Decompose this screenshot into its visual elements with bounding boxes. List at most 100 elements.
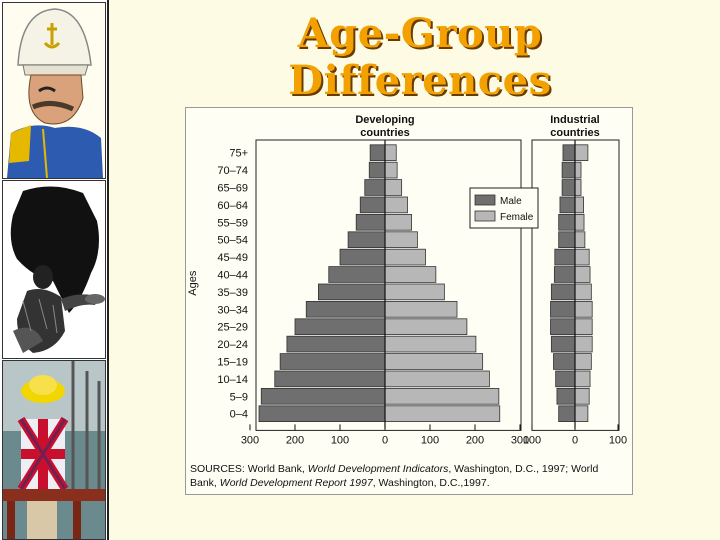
x-tick-label: 100 xyxy=(331,434,349,446)
bar-female xyxy=(384,405,501,422)
bar-male xyxy=(553,353,576,370)
legend-label: Female xyxy=(500,212,534,223)
age-tick-label: 70–74 xyxy=(217,165,248,177)
bar-male xyxy=(260,387,386,405)
age-tick-label: 75+ xyxy=(229,148,248,160)
bar-female xyxy=(384,196,408,214)
bar-male xyxy=(561,179,576,196)
age-tick-label: 20–24 xyxy=(217,339,248,351)
africa-figure-icon xyxy=(10,186,105,353)
sources-title-2: World Development Report 1997 xyxy=(219,477,373,489)
bar-female xyxy=(574,387,590,405)
bar-male xyxy=(558,405,576,422)
bar-female xyxy=(384,335,477,353)
panel-title: countries xyxy=(360,127,410,139)
population-pyramid-chart: Ages 0–4 5–9 10–14 15–19 20–24 25–29 30–34 35–39… xyxy=(185,107,633,495)
bar-male xyxy=(555,370,576,388)
bar-female xyxy=(384,214,412,231)
age-tick-label: 45–49 xyxy=(217,252,248,264)
bar-female xyxy=(384,370,490,388)
bar-male xyxy=(328,266,386,283)
x-tick-label: 200 xyxy=(466,434,484,446)
bar-male xyxy=(347,231,386,249)
bar-male xyxy=(279,353,386,370)
age-tick-label: 25–29 xyxy=(217,322,248,334)
photo-strip xyxy=(0,0,109,540)
bar-male xyxy=(359,196,386,214)
slide-title: Age-Group Differences xyxy=(288,10,552,104)
bar-male xyxy=(364,179,386,196)
age-tick-label: 65–69 xyxy=(217,183,248,195)
bar-female xyxy=(574,283,592,301)
bar-male xyxy=(368,161,386,179)
bar-male xyxy=(294,318,386,336)
bar-female xyxy=(574,370,591,388)
sources-suffix: , Washington, D.C.,1997. xyxy=(372,477,490,489)
bar-male xyxy=(317,283,386,301)
bar-female xyxy=(384,387,500,405)
bar-female xyxy=(384,161,398,179)
y-axis-label: Ages xyxy=(187,270,199,296)
age-tick-label: 50–54 xyxy=(217,235,248,247)
age-tick-label: 15–19 xyxy=(217,357,248,369)
bar-male xyxy=(556,387,576,405)
africa-figure-image xyxy=(2,180,106,359)
sources-prefix: SOURCES: World Bank, xyxy=(190,463,308,475)
x-tick-label: 100 xyxy=(421,434,439,446)
sources-note: SOURCES: World Bank, World Development I… xyxy=(190,462,626,490)
bar-male xyxy=(305,300,386,318)
bar-male xyxy=(550,283,576,301)
bar-male xyxy=(553,266,576,283)
x-tick-label: 0 xyxy=(572,434,578,446)
bar-male xyxy=(369,144,386,161)
bar-female xyxy=(574,353,592,370)
pyramid-svg: Ages 0–4 5–9 10–14 15–19 20–24 25–29 30–34 35–39… xyxy=(187,114,627,446)
sources-middle: , Washington, D.C., 1997; World Bank, xyxy=(190,463,599,489)
sources-title-1: World Development Indicators xyxy=(307,463,449,475)
bar-female xyxy=(574,144,589,161)
bar-male xyxy=(274,370,386,388)
x-tick-label: 200 xyxy=(286,434,304,446)
bar-female xyxy=(384,353,484,370)
bar-female xyxy=(574,248,590,266)
bar-female xyxy=(384,179,403,196)
bar-female xyxy=(574,318,593,336)
panel-frame-0 xyxy=(255,139,522,431)
bar-female xyxy=(574,214,585,231)
bar-female xyxy=(384,318,468,336)
age-tick-label: 10–14 xyxy=(217,374,248,386)
bar-male xyxy=(550,335,576,353)
age-tick-label: 0–4 xyxy=(230,409,248,421)
child-union-jack-image xyxy=(2,360,106,540)
bar-female xyxy=(574,161,582,179)
age-tick-label: 60–64 xyxy=(217,200,248,212)
age-tick-label: 5–9 xyxy=(230,391,248,403)
bar-female xyxy=(384,283,445,301)
bar-female xyxy=(384,248,426,266)
bar-female xyxy=(384,144,397,161)
bar-female xyxy=(574,266,591,283)
bar-female xyxy=(574,196,585,214)
explorer-cartoon-icon xyxy=(7,8,103,178)
x-tick-label: 300 xyxy=(511,434,529,446)
bar-male xyxy=(550,300,576,318)
x-tick-label: 300 xyxy=(241,434,259,446)
bar-male xyxy=(558,231,576,249)
bar-male xyxy=(550,318,576,336)
explorer-cartoon-image xyxy=(2,2,106,179)
x-tick-label: 100 xyxy=(523,434,541,446)
age-tick-label: 55–59 xyxy=(217,217,248,229)
bar-male xyxy=(561,161,576,179)
bar-male xyxy=(355,214,386,231)
panel-title: Industrial xyxy=(550,114,600,126)
legend-swatch xyxy=(474,210,496,222)
bar-male xyxy=(559,196,576,214)
bar-female xyxy=(574,405,589,422)
bar-male xyxy=(558,214,576,231)
legend-swatch xyxy=(474,194,496,206)
bar-male xyxy=(562,144,576,161)
bar-female xyxy=(574,231,586,249)
child-union-jack-icon xyxy=(3,361,105,539)
bar-female xyxy=(384,266,437,283)
bar-female xyxy=(574,335,593,353)
